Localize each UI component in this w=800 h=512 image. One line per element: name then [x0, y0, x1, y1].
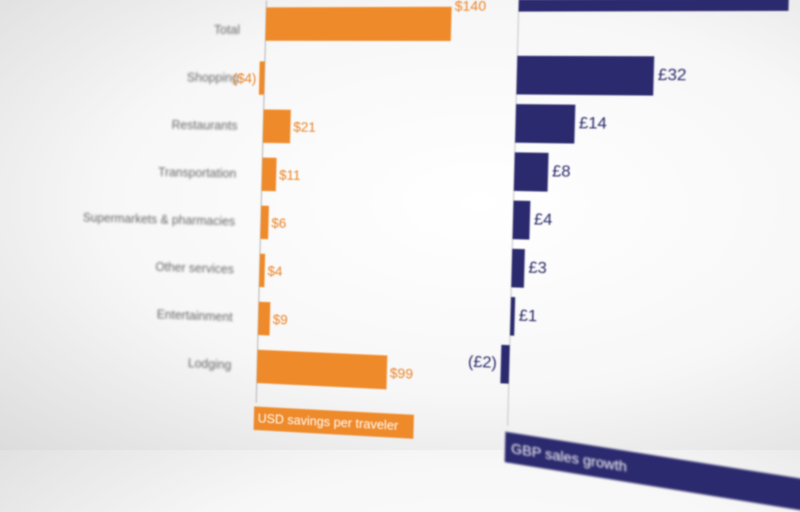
gbp-bar [516, 56, 654, 96]
gbp-bar [511, 249, 525, 288]
usd-value-label: $99 [390, 365, 414, 382]
gbp-bar [513, 201, 531, 240]
usd-bar [263, 109, 291, 143]
gbp-value-label: £4 [534, 211, 553, 229]
gbp-bar [519, 0, 790, 12]
usd-bar [260, 206, 269, 240]
gbp-value-label: (£2) [468, 353, 497, 372]
usd-bar [258, 302, 270, 336]
usd-bar [259, 61, 265, 94]
usd-value-label: $6 [271, 215, 286, 231]
usd-value-label: $9 [273, 312, 288, 328]
gbp-bar [515, 104, 575, 143]
gbp-value-label: £32 [658, 66, 687, 84]
usd-bar [265, 7, 451, 41]
usd-zero-axis [256, 1, 266, 403]
chart-canvas: $140 ($4) £32 $21 £14 $11 £8 $6 £4 $4 £3 $9 £1 $99 (£2… [18, 0, 800, 474]
gbp-bar [500, 345, 509, 384]
usd-bar [257, 350, 388, 390]
usd-value-label: ($4) [233, 71, 257, 86]
usd-value-label: $11 [279, 167, 301, 183]
gbp-value-label: £14 [579, 115, 608, 133]
usd-value-label: $21 [293, 119, 316, 135]
gbp-bar [514, 152, 549, 191]
usd-value-label: $140 [455, 0, 487, 14]
gbp-value-label: £3 [528, 259, 547, 277]
usd-bar [259, 254, 265, 288]
usd-bar [262, 158, 277, 192]
chart-stage: Total Shopping Restaurants Transportation Su… [18, 0, 800, 474]
gbp-value-label: £1 [519, 307, 538, 326]
usd-value-label: $4 [267, 263, 283, 279]
gbp-value-label: £8 [552, 163, 571, 181]
